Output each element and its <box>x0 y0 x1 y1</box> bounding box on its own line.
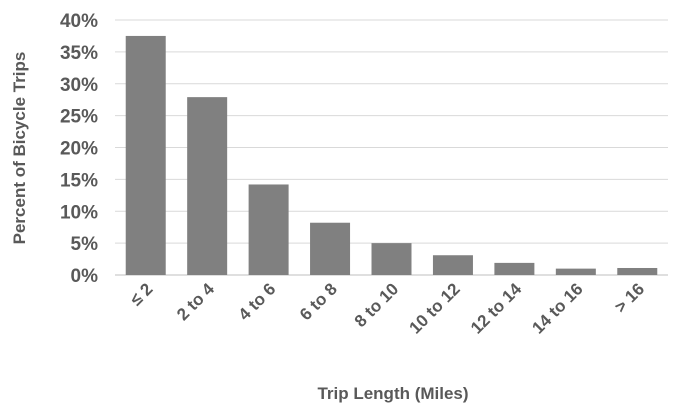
bar <box>432 255 473 275</box>
y-tick-label: 20% <box>60 139 98 160</box>
y-tick-label: 5% <box>71 234 99 255</box>
y-tick-label: 10% <box>60 202 98 223</box>
bar <box>125 35 166 275</box>
x-axis-title: Trip Length (Miles) <box>317 384 468 403</box>
y-tick-label: 0% <box>71 266 99 287</box>
y-tick-label: 15% <box>60 170 98 191</box>
bar <box>494 262 535 275</box>
y-tick-label: 25% <box>60 107 98 128</box>
x-tick-label: > 16 <box>611 279 648 316</box>
bar <box>187 97 228 275</box>
bar <box>310 222 351 275</box>
y-axis-ticks: 0% 5% 10% 15% 20% 25% 30% 35% 40% <box>60 11 98 287</box>
y-axis-title: Percent of Bicycle Trips <box>10 52 29 245</box>
x-tick-label: 10 to 12 <box>406 279 464 337</box>
y-tick-label: 40% <box>60 11 98 32</box>
y-tick-label: 30% <box>60 75 98 96</box>
bar <box>617 267 658 275</box>
x-tick-label: 4 to 6 <box>235 279 280 324</box>
bars <box>125 35 658 275</box>
x-tick-label: 14 to 16 <box>528 279 586 337</box>
x-tick-label: 12 to 14 <box>467 279 526 338</box>
x-tick-label: 2 to 4 <box>173 279 218 324</box>
bar <box>248 184 289 275</box>
bar <box>555 268 596 275</box>
x-tick-label: 6 to 8 <box>296 279 341 324</box>
bar <box>371 243 412 275</box>
x-tick-label: 8 to 10 <box>351 279 403 331</box>
y-tick-label: 35% <box>60 43 98 64</box>
x-tick-label: ≤ 2 <box>126 279 156 309</box>
